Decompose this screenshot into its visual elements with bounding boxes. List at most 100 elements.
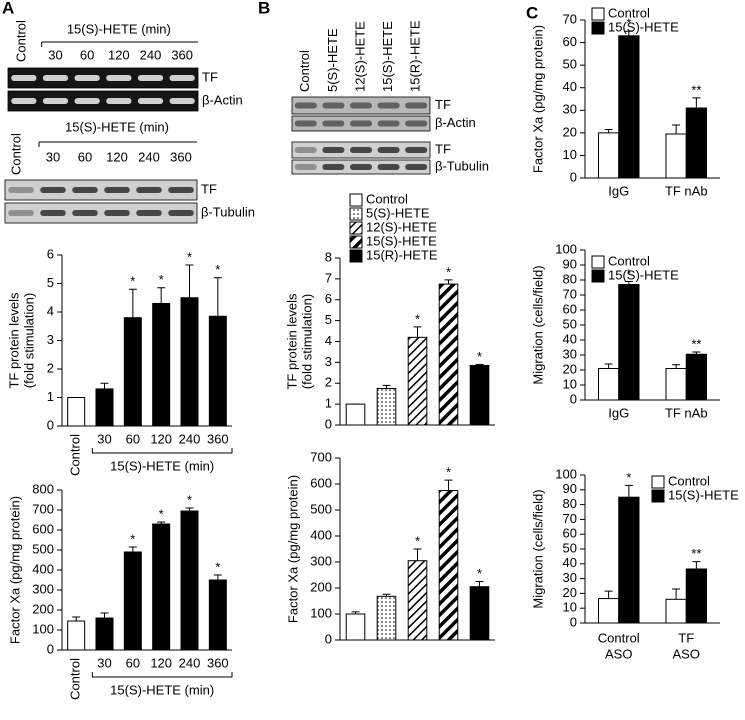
legend-swatch (349, 207, 363, 221)
bar (123, 551, 142, 651)
error-bar (604, 590, 613, 599)
blot-row (4, 202, 198, 224)
blot-band (294, 164, 317, 170)
x-tick-label: 360 (207, 655, 229, 670)
blot-band (168, 187, 194, 193)
legend-swatch (349, 235, 363, 249)
y-tick-label: 0 (570, 614, 577, 629)
y-tick-label: 40 (563, 79, 577, 94)
lane-label: 30 (46, 149, 60, 164)
y-tick-label: 20 (563, 585, 577, 600)
blot-band (377, 102, 400, 109)
bar (95, 388, 114, 427)
y-tick-label: 30 (563, 570, 577, 585)
blot-band (377, 164, 400, 170)
lane-label: 240 (138, 149, 160, 164)
blot-band (137, 75, 164, 81)
x-tick-label: TF nAb (665, 405, 708, 420)
blot-band (294, 102, 317, 109)
blot-band (42, 75, 69, 81)
error-bar (72, 616, 81, 621)
blot-band (349, 102, 373, 109)
data-label: * (477, 349, 482, 364)
y-axis-label: Migration (cells/field) (530, 265, 545, 384)
error-bar (100, 612, 109, 618)
bracket (91, 672, 233, 678)
y-tick-label: 3 (325, 354, 332, 369)
blot-band (40, 187, 66, 193)
x-tick-label: 120 (150, 655, 172, 670)
legend-swatch (591, 21, 605, 35)
legend-swatch (349, 193, 363, 207)
bar (345, 403, 366, 426)
y-tick-label: 60 (563, 526, 577, 541)
bar (685, 107, 707, 179)
panel-label: B (258, 0, 270, 17)
y-tick-label: 4 (325, 333, 332, 348)
x-tick-label: 240 (179, 431, 201, 446)
blot-band (294, 147, 317, 153)
lane-label: 5(S)-HETE (325, 28, 340, 92)
x-tick-label: 360 (207, 431, 229, 446)
y-tick-label: 8 (325, 249, 332, 264)
data-label: * (130, 274, 135, 289)
bar (469, 365, 490, 426)
blot-band (294, 120, 317, 127)
error-bar (604, 128, 613, 133)
y-tick-label: 90 (563, 481, 577, 496)
x-tick-label: Control (68, 658, 83, 700)
y-axis-label: Factor Xa (pg/mg protein) (285, 475, 300, 623)
legend-label: 15(S)-HETE (668, 487, 739, 502)
y-tick-label: 100 (555, 466, 577, 481)
blot-band (322, 120, 345, 127)
legend-label: 15(S)-HETE (608, 19, 679, 34)
y-tick-label: 400 (310, 527, 332, 542)
blot-band (349, 147, 373, 153)
y-tick-label: 20 (563, 124, 577, 139)
lane-label: 30 (48, 47, 62, 62)
y-tick-label: 200 (310, 579, 332, 594)
legend-label: 12(S)-HETE (366, 219, 437, 234)
legend-swatch (349, 249, 363, 263)
bar (123, 317, 142, 427)
x-tick-label: ASO (605, 646, 632, 661)
legend-label: 15(S)-HETE (608, 267, 679, 282)
group-label: 15(S)-HETE (min) (67, 21, 171, 36)
y-tick-label: 70 (563, 11, 577, 26)
x-tick-label: 240 (179, 655, 201, 670)
x-tick-label: Control (598, 630, 640, 645)
y-tick-label: 50 (563, 316, 577, 331)
data-label: * (130, 531, 135, 546)
blot-band (377, 120, 400, 127)
bar (95, 617, 114, 651)
blot-band (137, 98, 164, 104)
data-label: * (415, 311, 420, 326)
data-label: * (626, 266, 631, 281)
y-tick-label: 2 (47, 360, 54, 375)
blot-band (322, 147, 345, 153)
bar (598, 368, 620, 401)
blot-band (74, 75, 100, 81)
error-bar (692, 561, 701, 569)
bar (376, 387, 397, 426)
y-tick-label: 1 (325, 396, 332, 411)
y-tick-label: 4 (47, 303, 54, 318)
data-label: * (159, 272, 164, 287)
x-tick-label: 30 (97, 431, 111, 446)
blot-band (405, 164, 428, 170)
error-bar (692, 97, 701, 109)
legend-swatch (591, 255, 605, 269)
blot-row (4, 179, 198, 201)
lane-label: 15(S)-HETE (380, 21, 395, 92)
bar (152, 523, 171, 651)
y-tick-label: 20 (563, 361, 577, 376)
y-tick-label: 80 (563, 496, 577, 511)
legend-swatch (651, 475, 665, 489)
y-tick-label: 10 (563, 376, 577, 391)
lane-label: 120 (106, 149, 128, 164)
x-tick-label: ASO (673, 646, 700, 661)
error-bar (624, 30, 633, 36)
legend-label: Control (668, 473, 710, 488)
blot-band (349, 120, 373, 127)
data-label: ** (691, 546, 701, 561)
